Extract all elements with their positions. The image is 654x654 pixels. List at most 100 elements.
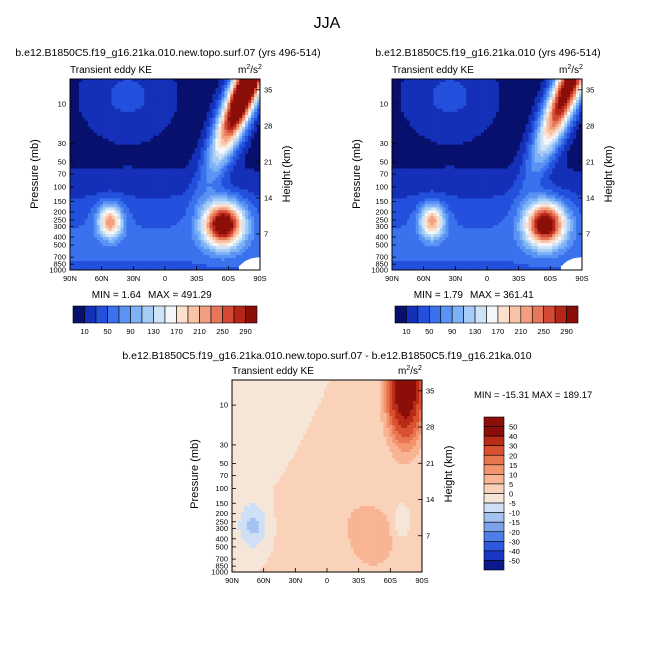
heatmap-cell: [433, 79, 437, 83]
heatmap-cell: [200, 207, 204, 211]
heatmap-cell: [191, 99, 196, 104]
heatmap-cell: [150, 126, 154, 131]
heatmap-cell: [570, 84, 574, 89]
heatmap-cell: [159, 147, 163, 152]
heatmap-cell: [218, 264, 222, 268]
heatmap-cell: [200, 96, 204, 101]
heatmap-cell: [392, 102, 396, 107]
heatmap-cell: [176, 183, 181, 187]
heatmap-cell: [558, 111, 562, 116]
heatmap-cell: [150, 132, 154, 137]
heatmap-cell: [570, 102, 574, 107]
heatmap-cell: [424, 79, 429, 83]
colorbar-swatch: [95, 305, 108, 324]
heatmap-cell: [72, 87, 77, 92]
heatmap-cell: [135, 216, 139, 220]
heatmap-cell: [117, 126, 121, 131]
heatmap-cell: [93, 126, 98, 131]
heatmap-cell: [93, 186, 98, 190]
heatmap-cell: [108, 234, 112, 238]
heatmap-cell: [141, 258, 145, 262]
heatmap-cell: [454, 102, 458, 107]
heatmap-cell: [114, 81, 118, 86]
heatmap-cell: [87, 162, 92, 166]
heatmap-cell: [460, 105, 464, 110]
heatmap-cell: [93, 234, 98, 238]
heatmap-cell: [206, 126, 210, 131]
heatmap-cell: [516, 108, 521, 113]
heatmap-cell: [135, 120, 139, 125]
heatmap-cell: [445, 102, 449, 107]
heatmap-cell: [147, 93, 151, 98]
heatmap-cell: [191, 180, 196, 184]
heatmap-cell: [170, 231, 175, 235]
heatmap-cell: [150, 186, 154, 190]
heatmap-cell: [236, 243, 240, 247]
heatmap-cell: [427, 79, 431, 83]
heatmap-cell: [176, 189, 181, 193]
heatmap-cell: [70, 267, 74, 271]
heatmap-cell: [111, 222, 115, 226]
heatmap-cell: [153, 162, 157, 166]
heatmap-cell: [218, 228, 222, 232]
heatmap-cell: [203, 177, 207, 181]
heatmap-cell: [233, 93, 237, 98]
heatmap-cell: [197, 255, 202, 259]
heatmap-cell: [81, 216, 86, 220]
heatmap-cell: [78, 204, 83, 208]
heatmap-cell: [182, 132, 187, 137]
heatmap-cell: [176, 222, 181, 226]
heatmap-cell: [218, 81, 222, 86]
heatmap-cell: [144, 213, 148, 217]
heatmap-cell: [203, 198, 207, 202]
heatmap-cell: [194, 111, 199, 116]
heatmap-cell: [159, 216, 163, 220]
heatmap-cell: [135, 147, 139, 152]
heatmap-cell: [159, 123, 163, 128]
heatmap-cell: [221, 114, 225, 119]
heatmap-cell: [96, 195, 101, 199]
heatmap-cell: [96, 231, 101, 235]
heatmap-cell: [132, 117, 136, 122]
heatmap-cell: [126, 79, 130, 83]
heatmap-cell: [81, 117, 86, 122]
heatmap-cell: [537, 108, 541, 113]
heatmap-cell: [233, 267, 237, 271]
heatmap-cell: [224, 207, 228, 211]
heatmap-cell: [78, 192, 83, 196]
heatmap-cell: [87, 207, 92, 211]
heatmap-cell: [102, 261, 107, 265]
heatmap-cell: [188, 252, 193, 256]
heatmap-cell: [221, 189, 225, 193]
heatmap-cell: [105, 138, 109, 143]
panel-2: b.e12.B1850C5.f19_g16.21ka.010 (yrs 496-…: [351, 47, 615, 336]
pressure-tick-label: 250: [53, 216, 66, 225]
heatmap-cell: [188, 81, 193, 86]
heatmap-cell: [165, 141, 169, 146]
heatmap-cell: [132, 108, 136, 113]
heatmap-cell: [191, 207, 196, 211]
heatmap-cell: [525, 102, 529, 107]
heatmap-cell: [457, 111, 461, 116]
heatmap-cell: [206, 177, 210, 181]
heatmap-cell: [173, 159, 178, 163]
heatmap-cell: [81, 264, 86, 268]
heatmap-cell: [129, 228, 133, 232]
heatmap-cell: [191, 252, 196, 256]
heatmap-cell: [546, 87, 550, 92]
heatmap-cell: [215, 84, 219, 89]
heatmap-cell: [135, 240, 139, 244]
heatmap-cell: [135, 225, 139, 229]
heatmap-cell: [197, 267, 202, 271]
heatmap-cell: [114, 171, 118, 175]
heatmap-cell: [209, 249, 213, 253]
heatmap-cell: [111, 162, 115, 166]
heatmap-cell: [162, 96, 166, 101]
heatmap-cell: [147, 81, 151, 86]
heatmap-cell: [504, 111, 509, 116]
heatmap-cell: [454, 90, 458, 95]
heatmap-cell: [150, 141, 154, 146]
heatmap-cell: [123, 255, 127, 259]
heatmap-cell: [105, 225, 109, 229]
heatmap-cell: [162, 192, 166, 196]
